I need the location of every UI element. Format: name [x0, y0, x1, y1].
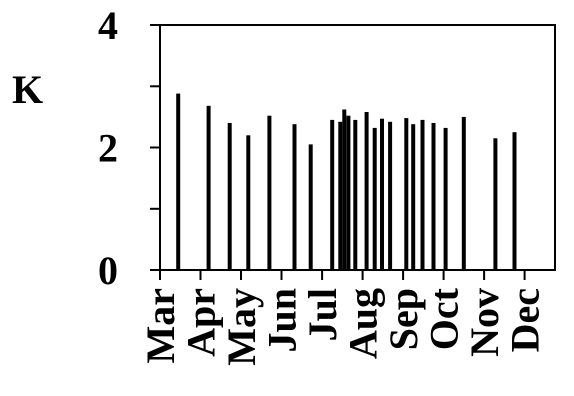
x-axis-ticks: [160, 270, 525, 280]
bar-22: [462, 117, 466, 270]
y-tick-label-2: 2: [98, 126, 118, 171]
bar-21: [444, 128, 448, 270]
y-axis-label: K: [12, 67, 43, 112]
bar-20: [432, 123, 436, 270]
x-tick-label-dec: Dec: [503, 288, 548, 352]
bar-10: [342, 110, 346, 271]
bar-24: [513, 132, 517, 270]
bar-12: [353, 120, 357, 270]
x-tick-label-apr: Apr: [179, 288, 224, 357]
bar-18: [411, 124, 415, 270]
x-tick-label-sep: Sep: [381, 288, 426, 350]
bar-13: [365, 112, 369, 270]
bar-17: [404, 118, 408, 270]
bar-23: [493, 138, 497, 270]
bar-series: [176, 94, 516, 271]
bar-2: [207, 106, 211, 270]
bar-9: [338, 122, 342, 270]
x-tick-label-aug: Aug: [341, 288, 386, 359]
y-axis-ticks: [150, 25, 160, 270]
bar-3: [228, 123, 232, 270]
bar-6: [293, 124, 297, 270]
y-tick-label-0: 0: [98, 248, 118, 293]
x-tick-label-mar: Mar: [138, 288, 183, 364]
bar-15: [380, 119, 384, 270]
bar-4: [246, 135, 250, 270]
bar-19: [421, 120, 425, 270]
x-tick-label-jun: Jun: [260, 288, 305, 353]
y-tick-label-4: 4: [98, 3, 118, 48]
x-tick-label-oct: Oct: [422, 287, 467, 350]
x-tick-label-jul: Jul: [300, 288, 345, 341]
bar-11: [346, 116, 350, 270]
x-tick-label-nov: Nov: [462, 288, 507, 357]
bar-16: [388, 122, 392, 270]
bar-7: [309, 144, 313, 270]
y-axis-tick-labels: 0 2 4: [98, 3, 118, 293]
bar-5: [267, 116, 271, 270]
bar-8: [330, 120, 334, 270]
x-tick-label-may: May: [219, 288, 264, 366]
bar-1: [176, 94, 180, 270]
bar-14: [373, 128, 377, 270]
